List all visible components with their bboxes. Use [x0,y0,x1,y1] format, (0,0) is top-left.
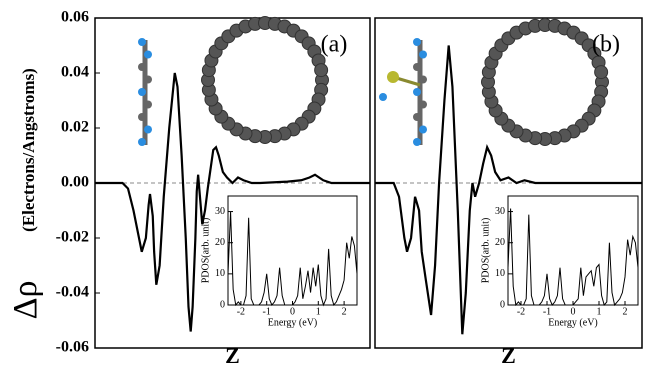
y-axis-label: PDOS(arb. unit) [480,218,491,284]
atom [138,138,146,146]
x-tick-label: 0 [571,306,576,317]
y-tick-label: 20 [215,237,225,248]
x-tick-label: -1 [543,306,551,317]
x-axis-label: Z [225,343,240,368]
atom [144,101,152,109]
carbon-atom [595,66,608,79]
y-tick-label: 0.06 [61,9,89,26]
panel-label: (a) [321,32,348,58]
x-tick-label: 0 [290,306,295,317]
carbon-atom [315,64,328,77]
x-tick-label: -2 [237,306,245,317]
atom [138,113,146,121]
y-tick-label: 0 [220,299,225,310]
y-axis-symbol: Δρ [7,281,44,320]
y-tick-label: 10 [495,268,505,279]
x-tick-label: 2 [342,306,347,317]
y-tick-label: 0.04 [61,64,89,81]
x-tick-label: -2 [517,306,525,317]
figure: -0.06 -0.04 -0.02 0.00 0.02 0.04 0.06 (a) Z Δρ (El… [0,0,646,369]
atom [413,113,421,121]
y-tick-label: 0 [500,299,505,310]
y-tick-label: 0.02 [61,119,89,136]
x-axis-label: Energy (eV) [548,317,598,328]
y-tick-label: -0.06 [56,339,89,356]
atom [419,51,427,59]
atom [144,76,152,84]
y-tick-label: -0.02 [56,229,89,246]
atom [419,126,427,134]
atom [138,88,146,96]
x-tick-label: 1 [597,306,602,317]
y-axis-label: (Electrons/Angstroms) [19,68,38,232]
atom [413,63,421,71]
y-tick-label: 10 [215,268,225,279]
atom [144,51,152,59]
atom [419,101,427,109]
y-tick-label: 30 [215,206,225,217]
atom [138,63,146,71]
atom [413,88,421,96]
y-axis-label: PDOS(arb. unit) [200,218,211,284]
x-tick-label: 2 [623,306,628,317]
y-tick-label: 20 [495,237,505,248]
x-axis-label: Z [501,343,516,368]
atom [413,38,421,46]
panel-label: (b) [592,32,620,58]
x-tick-label: -1 [263,306,271,317]
y-tick-label: -0.04 [56,284,89,301]
y-tick-label: 0.00 [61,174,89,191]
sulfur-atom [387,71,399,83]
x-tick-label: 1 [316,306,321,317]
x-axis-label: Energy (eV) [268,317,318,328]
atom [419,76,427,84]
y-tick-label: 30 [495,206,505,217]
atom [413,138,421,146]
atom [138,38,146,46]
atom [144,126,152,134]
atom [379,93,387,101]
